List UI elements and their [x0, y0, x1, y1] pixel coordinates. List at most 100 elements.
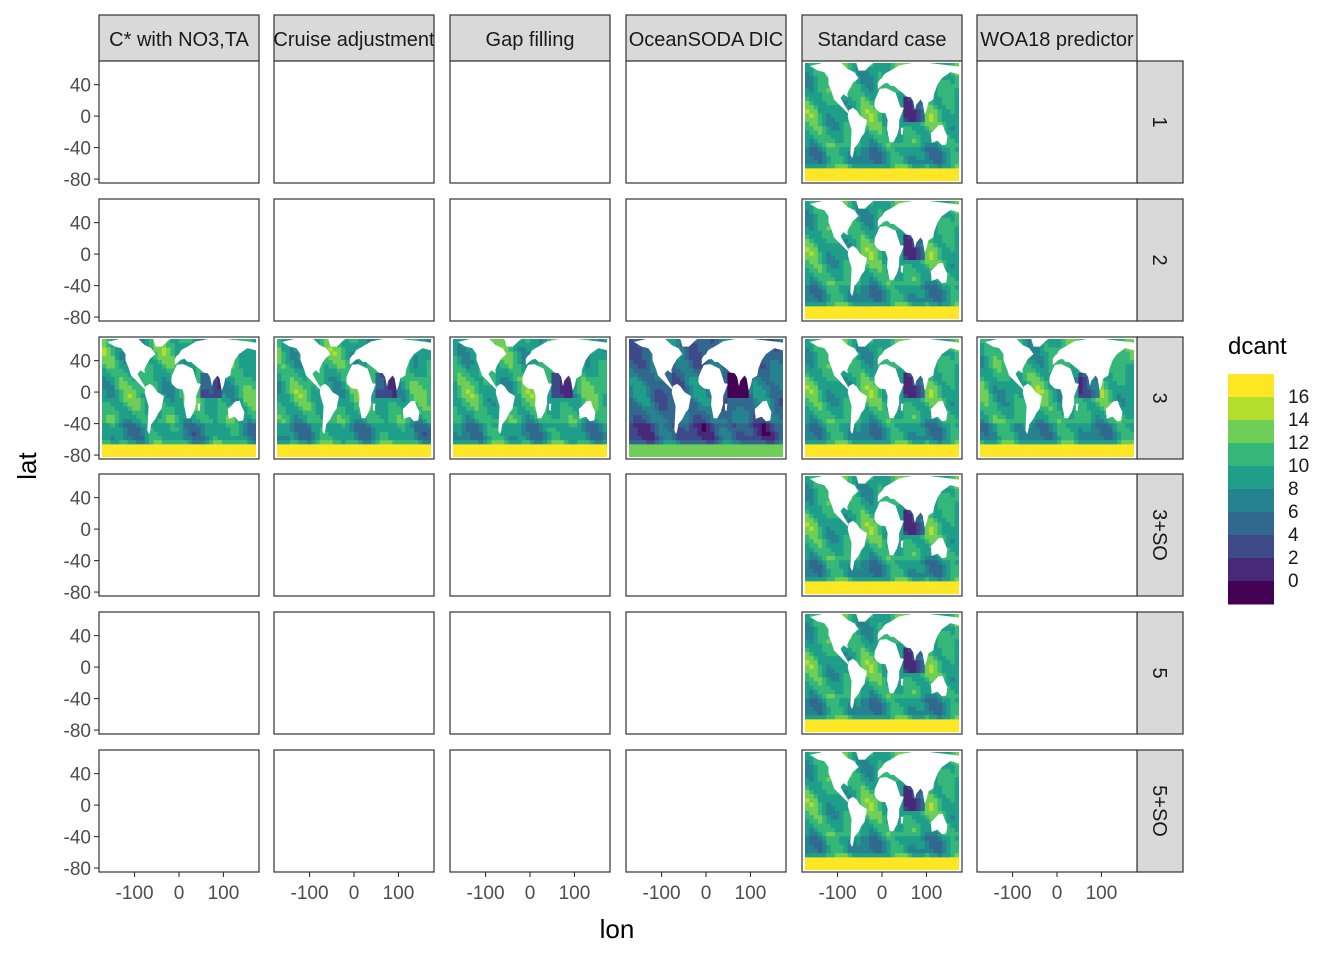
y-tick-label: 0 [80, 383, 91, 404]
x-tick-label: 0 [1052, 883, 1063, 904]
y-tick-label: 0 [80, 245, 91, 266]
legend-color-bin [1228, 374, 1274, 398]
dcant-map [805, 63, 959, 181]
facet-panel-map [976, 336, 1138, 460]
legend-label: 2 [1288, 548, 1299, 569]
legend-color-bin [1228, 443, 1274, 467]
legend-color-bin [1228, 489, 1274, 513]
legend-label: 6 [1288, 502, 1299, 523]
facet-panel-empty [449, 473, 611, 597]
col-strip-label: Cruise adjustment [273, 29, 435, 51]
y-tick-label: -40 [64, 828, 91, 849]
legend-color-bin [1228, 581, 1274, 605]
y-tick-label: 0 [80, 796, 91, 817]
facet-panel-empty [976, 611, 1138, 735]
facet-panel-map [801, 473, 963, 597]
facet-panel-empty [98, 749, 260, 873]
x-tick-label: 100 [383, 883, 415, 904]
facet-panel-map [801, 60, 963, 184]
facet-panel-empty [273, 473, 435, 597]
y-tick-label: 40 [70, 76, 91, 97]
legend-label: 8 [1288, 479, 1299, 500]
dcant-map [805, 476, 959, 594]
y-axes: 40 0 -40 -80 40 0 -40 -80 40 0 -40 -80 40 0 -40 -80 40 0 -… [64, 76, 99, 880]
x-tick-label: 0 [701, 883, 712, 904]
x-axes: -100 0 100 -100 0 100 -100 0 100 -100 0 100 -100 0 100… [116, 872, 1118, 904]
facet-panel-map [801, 749, 963, 873]
facet-panel-empty [449, 60, 611, 184]
x-tick-label: 0 [349, 883, 360, 904]
col-strip-label: OceanSODA DIC [629, 29, 784, 51]
row-strip [1136, 60, 1184, 184]
legend-label: 0 [1288, 571, 1299, 592]
y-tick-label: -40 [64, 277, 91, 298]
x-tick-label: 0 [877, 883, 888, 904]
row-strip-label: 5 [1148, 667, 1170, 678]
x-tick-label: 100 [559, 883, 591, 904]
legend-color-bin [1228, 466, 1274, 490]
y-tick-label: -80 [64, 859, 91, 880]
facet-panel-empty [273, 60, 435, 184]
x-tick-label: 0 [525, 883, 536, 904]
x-tick-label: 0 [174, 883, 185, 904]
facet-panel-empty [449, 198, 611, 322]
facet-panel-empty [976, 749, 1138, 873]
row-strip-label: 2 [1148, 254, 1170, 265]
y-tick-label: 40 [70, 627, 91, 648]
x-tick-label: -100 [467, 883, 505, 904]
col-strip-label: Gap filling [486, 29, 575, 51]
x-tick-label: 100 [1086, 883, 1118, 904]
legend-label: 16 [1288, 387, 1309, 408]
col-strip [98, 14, 260, 62]
y-tick-label: 40 [70, 765, 91, 786]
y-tick-label: 0 [80, 658, 91, 679]
y-tick-label: -40 [64, 415, 91, 436]
y-tick-label: -80 [64, 721, 91, 742]
y-tick-label: -80 [64, 446, 91, 467]
legend-title: dcant [1228, 333, 1287, 360]
legend-label: 14 [1288, 410, 1310, 431]
y-tick-label: -80 [64, 170, 91, 191]
facet-panel-empty [98, 611, 260, 735]
facet-panel-map [98, 336, 260, 460]
facet-panel-empty [273, 749, 435, 873]
col-strip-label: WOA18 predictor [980, 29, 1134, 51]
x-tick-label: 100 [208, 883, 240, 904]
y-tick-label: 0 [80, 520, 91, 541]
legend-color-bin [1228, 558, 1274, 582]
legend-color-bin [1228, 420, 1274, 444]
legend-label: 12 [1288, 433, 1309, 454]
x-axis-title: lon [600, 914, 635, 944]
col-strip [449, 14, 611, 62]
facet-panel-empty [449, 611, 611, 735]
facet-panel-map [449, 336, 611, 460]
facet-panel-empty [625, 749, 787, 873]
dcant-map [102, 339, 256, 457]
facet-panel-empty [976, 198, 1138, 322]
x-tick-label: 100 [735, 883, 767, 904]
row-strip [1136, 749, 1184, 873]
col-strip-label: C* with NO3,TA [109, 29, 249, 51]
dcant-map [629, 339, 783, 457]
facet-panel-empty [976, 473, 1138, 597]
y-tick-label: -40 [64, 552, 91, 573]
row-strip-label: 1 [1148, 116, 1170, 127]
facet-panel-map [801, 611, 963, 735]
facet-panel-empty [625, 198, 787, 322]
facet-panel-empty [273, 611, 435, 735]
facet-panel-map [273, 336, 435, 460]
row-strip-label: 5+SO [1148, 785, 1170, 837]
y-tick-label: -40 [64, 139, 91, 160]
y-tick-label: 0 [80, 107, 91, 128]
dcant-map [453, 339, 607, 457]
facet-panel-map [801, 198, 963, 322]
legend-color-bin [1228, 397, 1274, 421]
facet-panel-empty [98, 198, 260, 322]
legend-label: 4 [1288, 525, 1299, 546]
dcant-map [980, 339, 1134, 457]
legend-color-bin [1228, 512, 1274, 536]
facet-panels [98, 60, 1138, 873]
facet-panel-empty [625, 60, 787, 184]
facet-panel-empty [98, 60, 260, 184]
